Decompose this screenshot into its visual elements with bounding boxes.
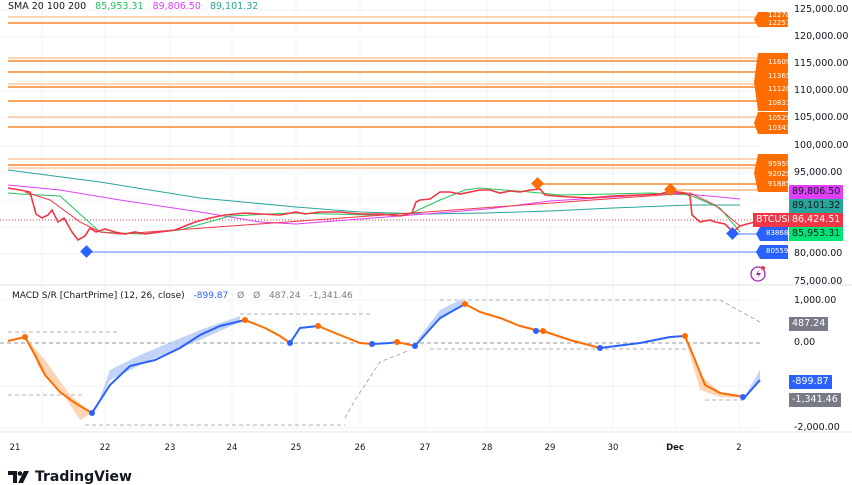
price-tick: 95,000.00 [794,167,843,178]
sma20-value: 85,953.31 [95,1,144,12]
resistance-flag-labels-2: 11609 11365 11120 10831 [768,58,791,107]
macd-fill-bear-2 [685,338,740,398]
time-tick: 28 [481,443,493,453]
last-price-tag: 86,424.51 [789,213,844,227]
support-flag-label-1: 83868 [766,229,789,237]
sma100-line [7,184,741,225]
macd-sr-levels [8,299,761,426]
macd-line-bull-b [289,325,319,344]
sma200-line [7,169,740,215]
sma100-price-tag: 89,806.50 [789,185,844,199]
brand-name: TradingView [35,469,132,485]
time-tick: 24 [226,443,238,453]
macd-tick: 0.00 [794,337,816,348]
resistance-flag-labels-1: 12278 12257 [768,11,791,27]
macd-na1: Ø [237,291,245,301]
macd-line-bull-c [371,341,398,345]
time-tick: 29 [544,443,556,453]
macd-na2: Ø [253,291,261,301]
sma200-value: 89,101.32 [209,1,259,12]
macd-line-bull-d [414,303,466,347]
time-tick: 26 [354,443,366,453]
macd-line-bear-b [244,319,291,344]
price-tick: 125,000.00 [794,4,849,15]
price-tick: 105,000.00 [794,112,849,123]
sma100-value: 89,806.50 [152,1,201,12]
macd-upper: 487.24 [269,291,301,301]
price-tick: 110,000.00 [794,85,849,96]
sma-label: SMA 20 100 200 [8,1,87,12]
macd-tick: -2,000.00 [794,422,840,433]
lightning-icon[interactable] [750,266,766,282]
macd-line-bear-e [464,303,543,332]
sma200-price-tag: 89,101.32 [789,199,844,213]
support-flag-label-2: 80559 [766,247,789,255]
macd-legend[interactable]: MACD S/R [ChartPrime] (12, 26, close) -8… [12,291,359,301]
resistance-flags [754,12,788,192]
time-tick: 22 [99,443,111,453]
support-marker [80,245,93,258]
tradingview-logo[interactable]: TradingView [8,469,132,485]
macd-lower-tag: -1,341.46 [789,393,841,407]
time-tick: 2 [736,443,742,453]
macd-value-tag: -899.87 [789,375,832,389]
tradingview-logo-icon [8,471,29,483]
macd-line-bear-g [684,335,746,398]
time-tick: 21 [9,443,21,453]
sma20-price-tag: 85,953.31 [789,227,844,241]
price-candles [7,187,756,242]
price-tick: 75,000.00 [794,276,843,287]
macd-fill-bear [25,337,92,420]
sma20-red-line [24,191,741,235]
macd-fill-bull-3 [745,370,760,396]
macd-label: MACD S/R [ChartPrime] (12, 26, close) [12,291,185,301]
macd-lower: -1,341.46 [309,291,353,301]
resistance-lines [8,16,760,191]
price-tick: 80,000.00 [794,248,843,259]
resistance-flag-labels-3: 10529 10343 [768,114,791,132]
symbol-tag: BTCUSD [753,213,798,227]
price-tick: 100,000.00 [794,140,849,151]
support-lines [87,233,760,253]
macd-line-bear-f [542,330,601,349]
macd-line-bear-d [396,341,416,347]
price-tick: 120,000.00 [794,31,849,42]
time-tick: 30 [607,443,619,453]
resistance-marker [531,177,544,190]
macd-fill-bull [95,316,240,412]
macd-line-bear-c [317,325,373,345]
time-tick: 25 [290,443,302,453]
resistance-flag-labels-4: 95959 92025 91885 [768,160,791,188]
price-tick: 115,000.00 [794,58,849,69]
time-tick: 27 [419,443,431,453]
macd-upper-tag: 487.24 [789,317,829,331]
macd-line-bull-e [599,335,686,349]
macd-value: -899.87 [193,291,229,301]
macd-cross-markers [22,301,746,416]
support-flags [756,227,788,259]
macd-tick: 1,000.00 [794,295,837,306]
macd-line-bull-f [744,379,761,398]
time-tick: 23 [164,443,176,453]
time-tick: Dec [666,443,684,453]
sma-legend[interactable]: SMA 20 100 200 85,953.31 89,806.50 89,10… [8,1,264,12]
macd-line-bull [91,319,246,414]
